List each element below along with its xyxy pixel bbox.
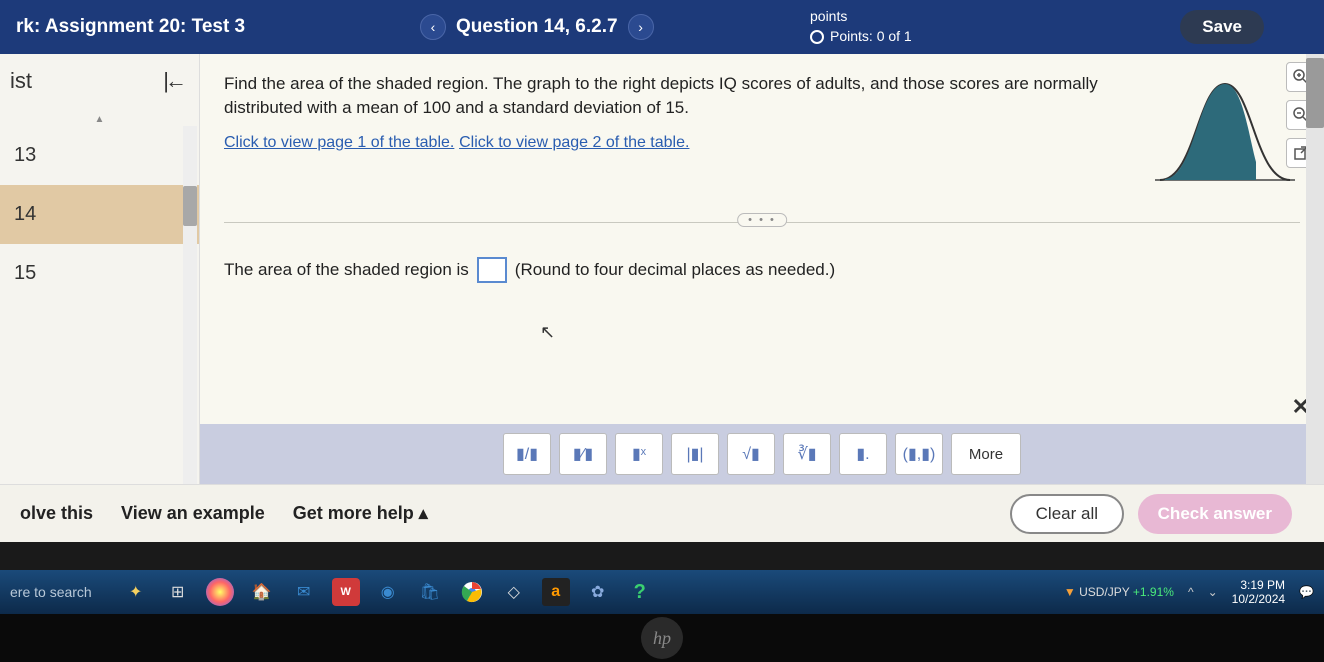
question-list-sidebar: ist |← ▲ 13 14 15 — [0, 54, 200, 484]
content-panel: Find the area of the shaded region. The … — [200, 54, 1324, 484]
help-icon[interactable]: ? — [626, 578, 654, 606]
solve-this-link[interactable]: olve this — [20, 503, 93, 524]
main-area: ist |← ▲ 13 14 15 Find the area of the s… — [0, 54, 1324, 484]
page-scroll-thumb[interactable] — [1306, 58, 1324, 128]
answer-label-pre: The area of the shaded region is — [224, 260, 469, 280]
question-label: Question 14, 6.2.7 — [456, 16, 618, 38]
taskbar-clock[interactable]: 3:19 PM 10/2/2024 — [1232, 578, 1285, 607]
sidebar-scroll-thumb[interactable] — [183, 186, 197, 226]
clock-time: 3:19 PM — [1232, 578, 1285, 592]
divider-expand-icon[interactable]: • • • — [737, 213, 787, 227]
explorer-icon[interactable]: 🏠 — [248, 578, 276, 606]
math-abs-button[interactable]: |▮| — [671, 433, 719, 475]
sidebar-item-13[interactable]: 13 — [0, 126, 199, 185]
math-interval-button[interactable]: (▮,▮) — [895, 433, 943, 475]
answer-label-post: (Round to four decimal places as needed.… — [515, 260, 835, 280]
app2-icon[interactable]: ✿ — [584, 578, 612, 606]
problem-statement: Find the area of the shaded region. The … — [224, 72, 1130, 120]
math-fraction-button[interactable]: ▮/▮ — [503, 433, 551, 475]
store-icon[interactable]: 🛍 — [416, 578, 444, 606]
problem-top: Find the area of the shaded region. The … — [224, 72, 1300, 192]
taskbar-icons: ✦ ⊞ 🏠 ✉ W ◉ 🛍 ◇ a ✿ ? — [122, 578, 654, 606]
stock-change: +1.91% — [1133, 585, 1174, 599]
clear-all-button[interactable]: Clear all — [1010, 494, 1124, 534]
assignment-title: rk: Assignment 20: Test 3 — [16, 16, 245, 38]
top-nav-bar: rk: Assignment 20: Test 3 ‹ Question 14,… — [0, 0, 1324, 54]
windows-taskbar: ere to search ✦ ⊞ 🏠 ✉ W ◉ 🛍 ◇ a ✿ ? ▼ US… — [0, 570, 1324, 614]
stock-widget[interactable]: ▼ USD/JPY +1.91% — [1064, 585, 1174, 599]
action-bar: olve this View an example Get more help … — [0, 484, 1324, 542]
stock-label: USD/JPY — [1079, 585, 1129, 599]
math-nroot-button[interactable]: ∛▮ — [783, 433, 831, 475]
tray-caret-icon[interactable]: ^ — [1188, 585, 1194, 599]
sparkle-icon[interactable]: ✦ — [122, 578, 150, 606]
hp-logo-icon: hp — [641, 617, 683, 659]
math-exponent-button[interactable]: ▮ˣ — [615, 433, 663, 475]
sidebar-item-15[interactable]: 15 — [0, 244, 199, 303]
sidebar-scrollbar[interactable] — [183, 126, 197, 484]
sidebar-header: ist |← — [0, 54, 199, 114]
check-answer-button[interactable]: Check answer — [1138, 494, 1292, 534]
math-toolbar: ✕ ▮/▮ ▮⁄▮ ▮ˣ |▮| √▮ ∛▮ ▮. (▮,▮) More — [200, 424, 1324, 484]
radio-icon — [810, 30, 824, 44]
table-links: Click to view page 1 of the table. Click… — [224, 130, 1130, 154]
math-sqrt-button[interactable]: √▮ — [727, 433, 775, 475]
problem-text-block: Find the area of the shaded region. The … — [224, 72, 1130, 154]
copilot-icon[interactable] — [206, 578, 234, 606]
score-line1: points — [810, 7, 912, 27]
amazon-icon[interactable]: a — [542, 578, 570, 606]
mail-icon[interactable]: ✉ — [290, 578, 318, 606]
system-tray: ▼ USD/JPY +1.91% ^ ⌄ 3:19 PM 10/2/2024 💬 — [1064, 578, 1314, 607]
math-more-button[interactable]: More — [951, 433, 1021, 475]
prev-question-button[interactable]: ‹ — [420, 14, 446, 40]
view-example-link[interactable]: View an example — [121, 503, 265, 524]
collapse-sidebar-icon[interactable]: |← — [163, 68, 183, 94]
cursor-icon: ↖ — [540, 322, 555, 343]
clock-date: 10/2/2024 — [1232, 592, 1285, 606]
answer-input[interactable] — [477, 257, 507, 283]
score-line2: Points: 0 of 1 — [830, 27, 912, 47]
chrome-icon[interactable] — [458, 578, 486, 606]
answer-row: The area of the shaded region is (Round … — [224, 257, 1300, 283]
screen: rk: Assignment 20: Test 3 ‹ Question 14,… — [0, 0, 1324, 662]
monitor-bezel: hp — [0, 614, 1324, 662]
table-page2-link[interactable]: Click to view page 2 of the table. — [459, 134, 689, 151]
score-block: points Points: 0 of 1 — [810, 7, 912, 46]
taskbar-search-text[interactable]: ere to search — [10, 584, 92, 600]
normal-curve-graph — [1150, 72, 1300, 192]
app-icon[interactable]: ◇ — [500, 578, 528, 606]
edge-icon[interactable]: ◉ — [374, 578, 402, 606]
tray-network-icon[interactable]: ⌄ — [1208, 585, 1218, 599]
table-page1-link[interactable]: Click to view page 1 of the table. — [224, 134, 454, 151]
scroll-up-icon[interactable]: ▲ — [0, 114, 199, 126]
get-help-link[interactable]: Get more help ▴ — [293, 503, 428, 524]
sidebar-title: ist — [10, 68, 32, 94]
next-question-button[interactable]: › — [628, 14, 654, 40]
task-view-icon[interactable]: ⊞ — [164, 578, 192, 606]
wps-icon[interactable]: W — [332, 578, 360, 606]
page-scrollbar[interactable] — [1306, 54, 1324, 542]
save-button[interactable]: Save — [1180, 10, 1264, 44]
question-nav: ‹ Question 14, 6.2.7 › — [420, 14, 654, 40]
math-subscript-button[interactable]: ▮. — [839, 433, 887, 475]
sidebar-item-14[interactable]: 14 — [0, 185, 199, 244]
notification-icon[interactable]: 💬 — [1299, 585, 1314, 599]
math-mixed-button[interactable]: ▮⁄▮ — [559, 433, 607, 475]
sidebar-items: 13 14 15 — [0, 126, 199, 484]
